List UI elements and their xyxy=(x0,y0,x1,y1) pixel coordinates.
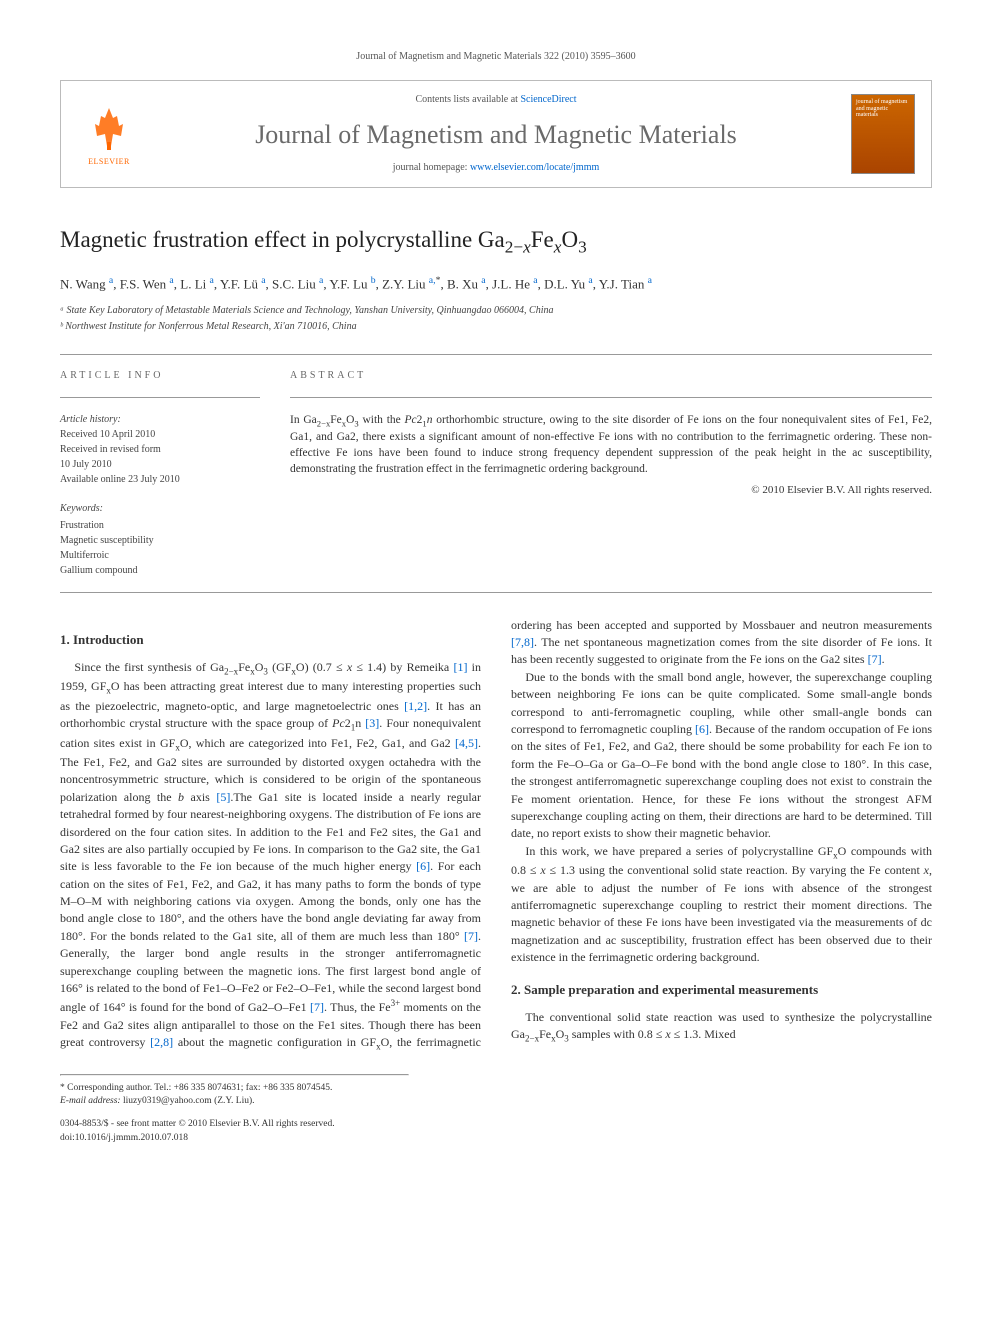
doi-block: 0304-8853/$ - see front matter © 2010 El… xyxy=(60,1118,932,1145)
abstract-divider xyxy=(290,397,932,398)
article-body: 1. Introduction Since the first synthesi… xyxy=(60,617,932,1054)
journal-name: Journal of Magnetism and Magnetic Materi… xyxy=(157,117,835,153)
info-divider xyxy=(60,397,260,398)
divider xyxy=(60,354,932,355)
affiliations: ᵃ State Key Laboratory of Metastable Mat… xyxy=(60,304,932,334)
masthead: ELSEVIER Contents lists available at Sci… xyxy=(60,80,932,188)
article-history: Article history: Received 10 April 2010 … xyxy=(60,412,260,487)
body-paragraph: The conventional solid state reaction wa… xyxy=(511,1009,932,1046)
journal-homepage-link[interactable]: www.elsevier.com/locate/jmmm xyxy=(470,162,599,173)
journal-cover-thumb: journal of magnetism and magnetic materi… xyxy=(851,94,915,174)
publisher-logo: ELSEVIER xyxy=(77,98,141,170)
journal-homepage-line: journal homepage: www.elsevier.com/locat… xyxy=(157,161,835,175)
affiliation-b: ᵇ Northwest Institute for Nonferrous Met… xyxy=(60,320,932,334)
keywords-block: Keywords: Frustration Magnetic susceptib… xyxy=(60,501,260,578)
footnote-separator xyxy=(60,1074,409,1076)
elsevier-tree-icon xyxy=(85,102,133,154)
running-head: Journal of Magnetism and Magnetic Materi… xyxy=(60,50,932,64)
article-info-label: ARTICLE INFO xyxy=(60,369,260,383)
main-divider xyxy=(60,592,932,593)
abstract-copyright: © 2010 Elsevier B.V. All rights reserved… xyxy=(290,483,932,498)
abstract-label: ABSTRACT xyxy=(290,369,932,383)
affiliation-a: ᵃ State Key Laboratory of Metastable Mat… xyxy=(60,304,932,318)
sciencedirect-link[interactable]: ScienceDirect xyxy=(520,94,576,105)
publisher-logo-text: ELSEVIER xyxy=(88,156,130,167)
abstract-text: In Ga2−xFexO3 with the Pc21n orthorhombi… xyxy=(290,412,932,478)
doi: doi:10.1016/j.jmmm.2010.07.018 xyxy=(60,1132,932,1145)
body-paragraph: Due to the bonds with the small bond ang… xyxy=(511,669,932,843)
section-heading-sample-prep: 2. Sample preparation and experimental m… xyxy=(511,981,932,999)
section-heading-intro: 1. Introduction xyxy=(60,631,481,649)
article-title: Magnetic frustration effect in polycryst… xyxy=(60,224,932,260)
corresponding-author-footnote: * Corresponding author. Tel.: +86 335 80… xyxy=(60,1082,932,1109)
email-address[interactable]: liuzy0319@yahoo.com xyxy=(123,1096,212,1106)
author-list: N. Wang a, F.S. Wen a, L. Li a, Y.F. Lü … xyxy=(60,274,932,294)
body-paragraph: In this work, we have prepared a series … xyxy=(511,843,932,967)
contents-available-line: Contents lists available at ScienceDirec… xyxy=(157,93,835,107)
